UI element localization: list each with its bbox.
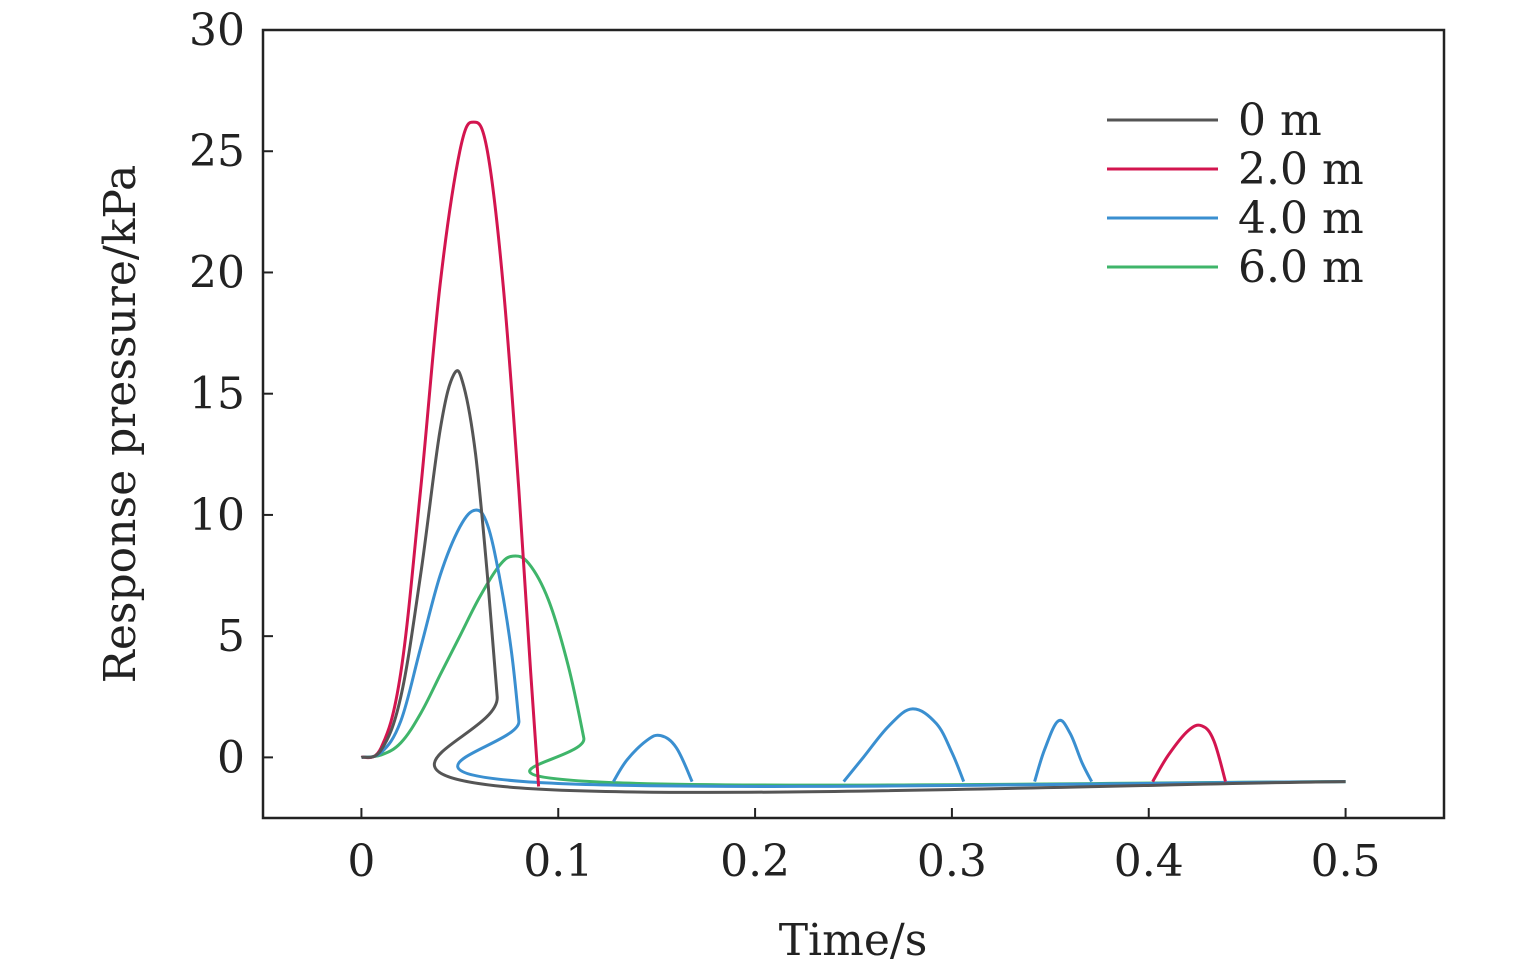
y-tick-label: 5 [217,611,245,662]
x-tick-label: 0.3 [917,836,987,887]
legend-label: 0 m [1238,95,1322,146]
secondary-pulse-2 [1033,718,1094,783]
y-axis-title: Response pressure/kPa [95,165,146,684]
series-line-3 [361,554,1346,787]
series-lines [360,120,1346,794]
x-tick-label: 0 [347,836,375,887]
series-line-1 [360,120,541,787]
legend-item: 2.0 m [1107,144,1364,195]
y-tick-label: 0 [217,732,245,783]
y-tick-label: 25 [189,126,245,177]
legend-label: 2.0 m [1238,144,1364,195]
legend-item: 6.0 m [1107,242,1364,293]
series-line-0 [360,369,1346,794]
axis-ticks [263,29,1347,818]
secondary-pulse-0 [612,733,694,783]
x-axis-title: Time/s [779,915,928,966]
y-tick-label: 15 [189,369,245,420]
secondary-pulse-3 [1151,723,1227,783]
x-tick-label: 0.2 [720,836,790,887]
y-tick-label: 20 [189,247,245,298]
x-tick-label: 0.1 [523,836,593,887]
legend-label: 4.0 m [1238,193,1364,244]
legend-label: 6.0 m [1238,242,1364,293]
y-tick-label: 10 [189,490,245,541]
x-tick-label: 0.5 [1311,836,1381,887]
x-tick-label: 0.4 [1114,836,1184,887]
y-tick-label: 30 [189,5,245,56]
legend-item: 0 m [1107,95,1322,146]
legend: 0 m2.0 m4.0 m6.0 m [1107,95,1364,293]
secondary-pulse-1 [842,707,966,783]
legend-item: 4.0 m [1107,193,1364,244]
series-line-2 [361,508,1346,788]
plot-frame [261,28,1446,820]
axis-tick-labels: 0 0.1 0.2 0.3 0.4 0.5 0 5 10 15 20 25 30 [189,5,1381,887]
